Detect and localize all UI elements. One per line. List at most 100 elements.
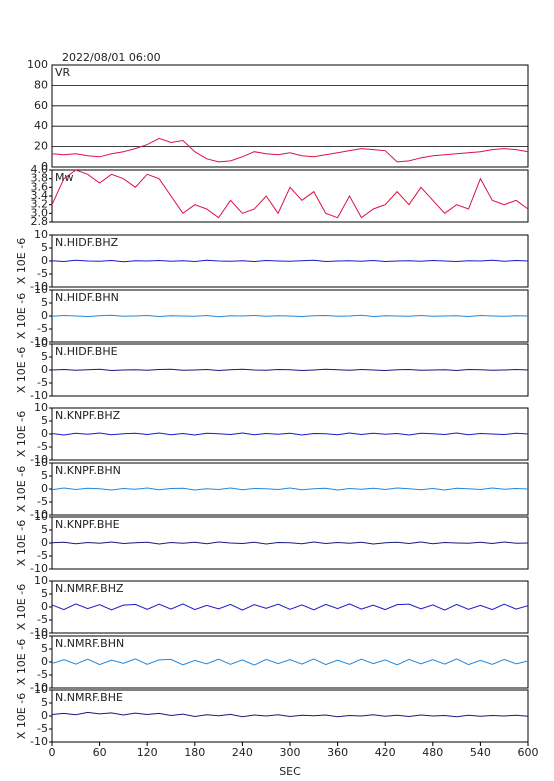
y-tick-label: 0	[41, 709, 48, 722]
y-tick-label: 5	[41, 350, 48, 363]
y-tick-label: 10	[34, 401, 48, 414]
y-tick-label: -5	[37, 495, 48, 508]
y-tick-label: 3.8	[31, 172, 49, 185]
y-tick-label: 10	[34, 283, 48, 296]
y-tick-label: 5	[41, 414, 48, 427]
y-tick-label: -10	[30, 562, 48, 575]
x-axis-label: SEC	[279, 765, 301, 778]
series-label: N.NMRF.BHE	[55, 691, 123, 704]
y-tick-label: -10	[30, 681, 48, 694]
x-tick-label: 360	[327, 746, 348, 759]
y-tick-label: 40	[34, 119, 48, 132]
y-tick-label: 0	[41, 536, 48, 549]
series-label: N.HIDF.BHZ	[55, 236, 119, 249]
y-tick-label: 0	[41, 254, 48, 267]
x-tick-label: 540	[470, 746, 491, 759]
y-tick-label: 10	[34, 228, 48, 241]
x-tick-label: 120	[137, 746, 158, 759]
y-tick-label: -5	[37, 722, 48, 735]
y-tick-label: -10	[30, 508, 48, 521]
y-tick-label: -10	[30, 735, 48, 748]
series-label: N.KNPF.BHE	[55, 518, 120, 531]
chart-title: 2022/08/01 06:00	[62, 51, 161, 64]
series-label: N.HIDF.BHN	[55, 291, 119, 304]
series-line	[51, 541, 529, 545]
y-tick-label: 10	[34, 574, 48, 587]
y-tick-label: -10	[30, 389, 48, 402]
series-label: N.NMRF.BHZ	[55, 582, 124, 595]
y-tick-label: 5	[41, 696, 48, 709]
y-tick-label: -5	[37, 376, 48, 389]
y-tick-label: 0	[41, 482, 48, 495]
y-tick-label: 5	[41, 469, 48, 482]
y-tick-label: 0	[41, 427, 48, 440]
x-tick-label: 60	[93, 746, 107, 759]
series-line	[51, 603, 529, 611]
series-line	[51, 658, 529, 666]
y-tick-label: 10	[34, 683, 48, 696]
y-tick-label: 3.0	[31, 206, 49, 219]
y-tick-label: 10	[34, 629, 48, 642]
y-tick-label: -10	[30, 335, 48, 348]
y-tick-label: 0	[41, 600, 48, 613]
y-tick-label: 0	[41, 655, 48, 668]
x-tick-label: 240	[232, 746, 253, 759]
y-axis-label: X 10E -6	[15, 293, 28, 339]
series-label: Mw	[55, 171, 74, 184]
x-tick-label: 480	[422, 746, 443, 759]
y-axis-label: X 10E -6	[15, 347, 28, 393]
y-tick-label: 80	[34, 78, 48, 91]
x-tick-label: 0	[49, 746, 56, 759]
y-tick-label: 5	[41, 642, 48, 655]
series-label: N.KNPF.BHZ	[55, 409, 121, 422]
panel-frame	[51, 462, 529, 516]
series-line	[51, 259, 529, 263]
series-label: N.HIDF.BHE	[55, 345, 118, 358]
y-tick-label: 100	[27, 58, 48, 71]
y-tick-label: 3.6	[31, 180, 49, 193]
y-tick-label: 60	[34, 99, 48, 112]
y-axis-label: X 10E -6	[15, 693, 28, 739]
y-tick-label: 0	[41, 363, 48, 376]
y-tick-label: 10	[34, 510, 48, 523]
series-line	[51, 487, 529, 491]
series-label: N.NMRF.BHN	[55, 637, 124, 650]
y-tick-label: -10	[30, 280, 48, 293]
y-tick-label: -5	[37, 267, 48, 280]
series-line	[51, 368, 529, 372]
series-line	[51, 314, 529, 318]
y-tick-label: 10	[34, 337, 48, 350]
y-tick-label: 5	[41, 587, 48, 600]
series-label: VR	[55, 66, 71, 79]
y-axis-label: X 10E -6	[15, 466, 28, 512]
y-axis-label: X 10E -6	[15, 238, 28, 284]
y-tick-label: 0	[41, 309, 48, 322]
series-line	[51, 432, 529, 436]
y-tick-label: 4.0	[31, 163, 49, 176]
y-tick-label: 3.4	[31, 189, 49, 202]
y-tick-label: 10	[34, 456, 48, 469]
panel-frame	[51, 689, 529, 743]
y-tick-label: -10	[30, 626, 48, 639]
series-line	[51, 137, 529, 163]
x-tick-label: 300	[280, 746, 301, 759]
y-tick-label: -5	[37, 322, 48, 335]
x-tick-label: 180	[184, 746, 205, 759]
y-axis-label: X 10E -6	[15, 411, 28, 457]
y-tick-label: 20	[34, 140, 48, 153]
y-tick-label: 3.2	[31, 198, 49, 211]
y-axis-label: X 10E -6	[15, 639, 28, 685]
y-tick-label: 5	[41, 523, 48, 536]
y-tick-label: 5	[41, 296, 48, 309]
series-line	[51, 711, 529, 718]
y-axis-label: X 10E -6	[15, 520, 28, 566]
y-tick-label: 2.8	[31, 215, 49, 228]
y-tick-label: -5	[37, 440, 48, 453]
panel-frame	[51, 169, 529, 223]
x-tick-label: 600	[518, 746, 539, 759]
y-tick-label: -5	[37, 668, 48, 681]
y-axis-label: X 10E -6	[15, 584, 28, 630]
x-tick-label: 420	[375, 746, 396, 759]
y-tick-label: 5	[41, 241, 48, 254]
